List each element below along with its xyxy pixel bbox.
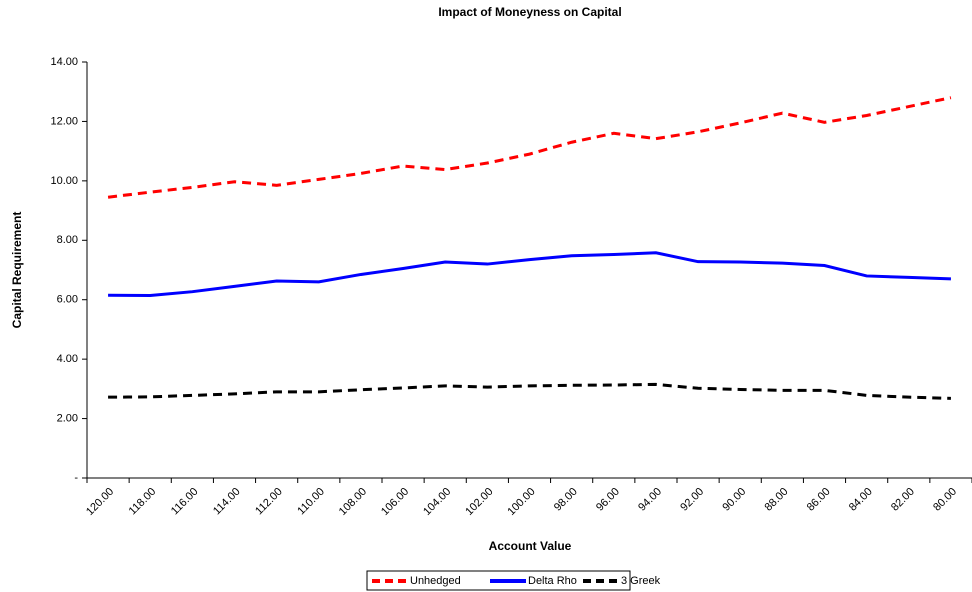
line-series: [107, 96, 952, 199]
x-tick-label: 100.00: [505, 486, 537, 518]
line-series: [108, 382, 951, 400]
x-tick-label: 98.00: [552, 486, 580, 514]
y-tick-label: 12.00: [50, 115, 78, 127]
x-tick-label: 82.00: [889, 486, 917, 514]
y-tick-label: 4.00: [57, 353, 78, 365]
x-tick-label: 80.00: [931, 486, 959, 514]
y-axis-label: Capital Requirement: [10, 212, 24, 329]
x-tick-label: 108.00: [337, 486, 369, 518]
x-tick-label: 116.00: [169, 486, 201, 518]
chart-title: Impact of Moneyness on Capital: [438, 5, 621, 19]
x-tick-label: 88.00: [763, 486, 791, 514]
x-tick-label: 96.00: [594, 486, 622, 514]
y-tick-label: 10.00: [50, 175, 78, 187]
x-tick-label: 112.00: [253, 486, 285, 518]
y-tick-label: -: [74, 472, 78, 484]
x-tick-label: 90.00: [720, 486, 748, 514]
legend-label: Delta Rho: [528, 575, 577, 587]
y-tick-label: 2.00: [57, 412, 78, 424]
x-tick-label: 84.00: [847, 486, 875, 514]
legend-label: Unhedged: [410, 575, 461, 587]
x-tick-label: 102.00: [463, 486, 495, 518]
y-tick-label: 6.00: [57, 294, 78, 306]
x-tick-label: 120.00: [84, 486, 116, 518]
y-tick-label: 8.00: [57, 234, 78, 246]
x-axis-label: Account Value: [489, 539, 572, 553]
legend-box: [366, 570, 631, 591]
x-tick-label: 118.00: [127, 486, 159, 518]
y-tick-label: 14.00: [50, 56, 78, 68]
x-tick-label: 86.00: [805, 486, 833, 514]
line-series: [108, 251, 951, 298]
x-tick-label: 114.00: [211, 486, 243, 518]
x-tick-label: 92.00: [678, 486, 706, 514]
x-tick-label: 104.00: [421, 486, 453, 518]
x-tick-label: 110.00: [295, 486, 327, 518]
legend-label: 3 Greek: [621, 575, 661, 587]
x-tick-label: 106.00: [379, 486, 411, 518]
x-tick-label: 94.00: [636, 486, 664, 514]
